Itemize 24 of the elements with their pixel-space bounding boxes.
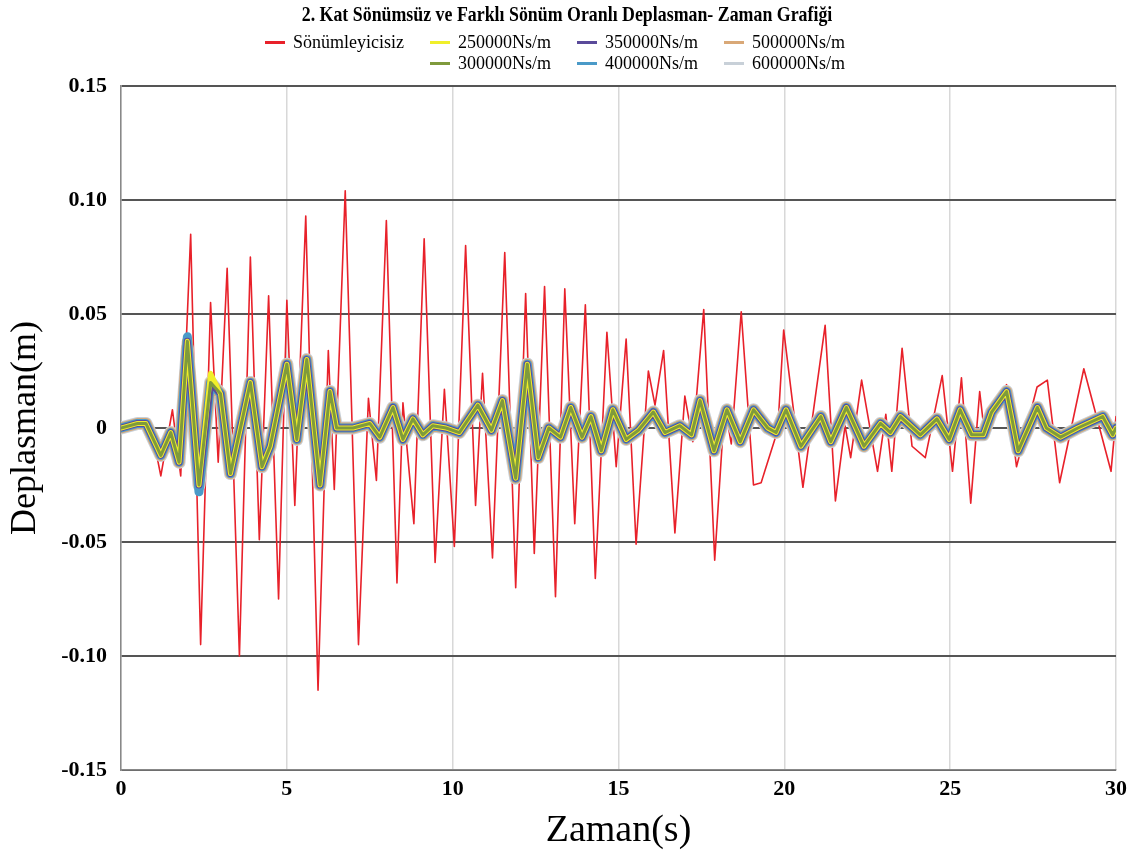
x-tick-label: 20 (773, 774, 796, 800)
y-tick-label: 0.15 (68, 71, 108, 97)
x-tick-label: 25 (939, 774, 962, 800)
legend-label: 350000Ns/m (605, 32, 699, 53)
x-axis-title: Zaman(s) (545, 807, 692, 851)
y-tick-label: 0.05 (68, 299, 108, 325)
x-tick-label: 30 (1105, 774, 1127, 800)
y-tick-label: -0.05 (61, 527, 108, 553)
y-tick-label: 0.10 (68, 185, 108, 211)
chart-title: 2. Kat Sönümsüz ve Farklı Sönüm Oranlı Deplasman- Zaman Grafiği (300, 2, 834, 27)
y-axis-title: Deplasman(m) (3, 321, 44, 535)
x-tick-label: 10 (441, 774, 464, 800)
legend-label: 600000Ns/m (752, 53, 846, 74)
x-tick-label: 15 (607, 774, 630, 800)
y-tick-label: -0.10 (61, 641, 108, 667)
x-tick-label: 5 (281, 774, 293, 800)
x-tick-label: 0 (115, 774, 127, 800)
legend-label: 500000Ns/m (752, 32, 846, 53)
legend-label: 250000Ns/m (458, 32, 552, 53)
y-tick-label: 0 (96, 413, 108, 439)
legend-label: 400000Ns/m (605, 53, 699, 74)
y-tick-label: -0.15 (61, 755, 108, 781)
legend-label: Sönümleyicisiz (293, 32, 404, 53)
legend-label: 300000Ns/m (458, 53, 552, 74)
